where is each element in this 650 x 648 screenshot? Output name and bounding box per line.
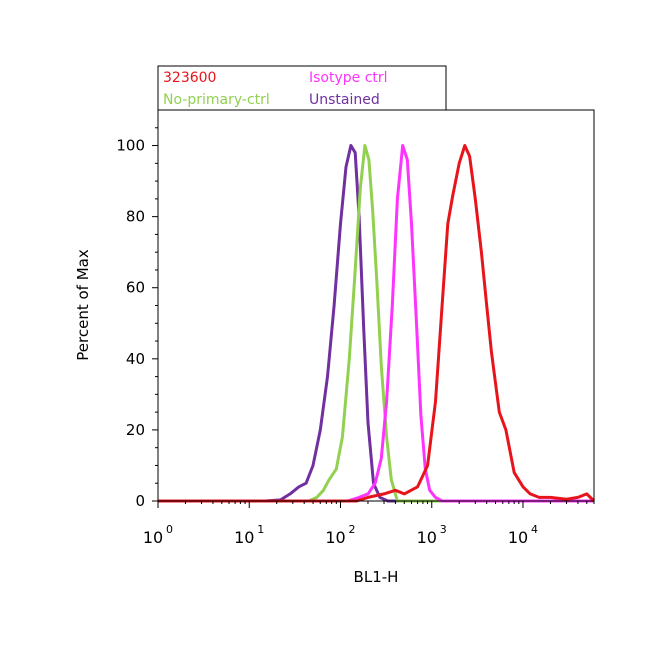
y-axis: 0 20 40 60 80 100 <box>116 127 158 510</box>
series-layer <box>158 144 596 503</box>
legend-item-isotype-ctrl: Isotype ctrl <box>309 70 388 86</box>
x-tick-label: 10 <box>508 528 528 547</box>
x-tick-exponent: 0 <box>166 523 173 536</box>
y-tick-label: 0 <box>135 492 145 510</box>
x-tick-exponent: 2 <box>348 523 355 536</box>
legend-item-323600: 323600 <box>163 70 216 86</box>
y-tick-label: 40 <box>126 350 145 368</box>
x-tick-label: 10 <box>234 528 254 547</box>
y-tick-label: 60 <box>126 279 145 297</box>
x-axis: 10 0 10 1 10 2 10 3 10 4 <box>143 501 595 547</box>
series-line-no-primary-ctrl <box>158 144 594 503</box>
legend-box: 323600 Isotype ctrl No-primary-ctrl Unst… <box>157 65 447 111</box>
series-line-unstained <box>158 144 594 503</box>
y-tick-label: 100 <box>116 137 145 155</box>
series-line-isotype-ctrl <box>158 144 594 503</box>
legend-frame <box>157 65 447 111</box>
legend-item-no-primary-ctrl: No-primary-ctrl <box>163 92 270 108</box>
y-tick-label: 80 <box>126 208 145 226</box>
y-tick-label: 20 <box>126 421 145 439</box>
x-tick-label: 10 <box>417 528 437 547</box>
x-tick-exponent: 3 <box>440 523 447 536</box>
legend-item-unstained: Unstained <box>309 92 380 108</box>
series-line-323600 <box>158 144 596 503</box>
x-tick-exponent: 4 <box>531 523 538 536</box>
x-tick-label: 10 <box>325 528 345 547</box>
x-tick-exponent: 1 <box>257 523 264 536</box>
plot-frame <box>157 109 595 502</box>
x-axis-label: BL1-H <box>354 568 399 586</box>
x-tick-label: 10 <box>143 528 163 547</box>
y-axis-label: Percent of Max <box>74 249 92 361</box>
